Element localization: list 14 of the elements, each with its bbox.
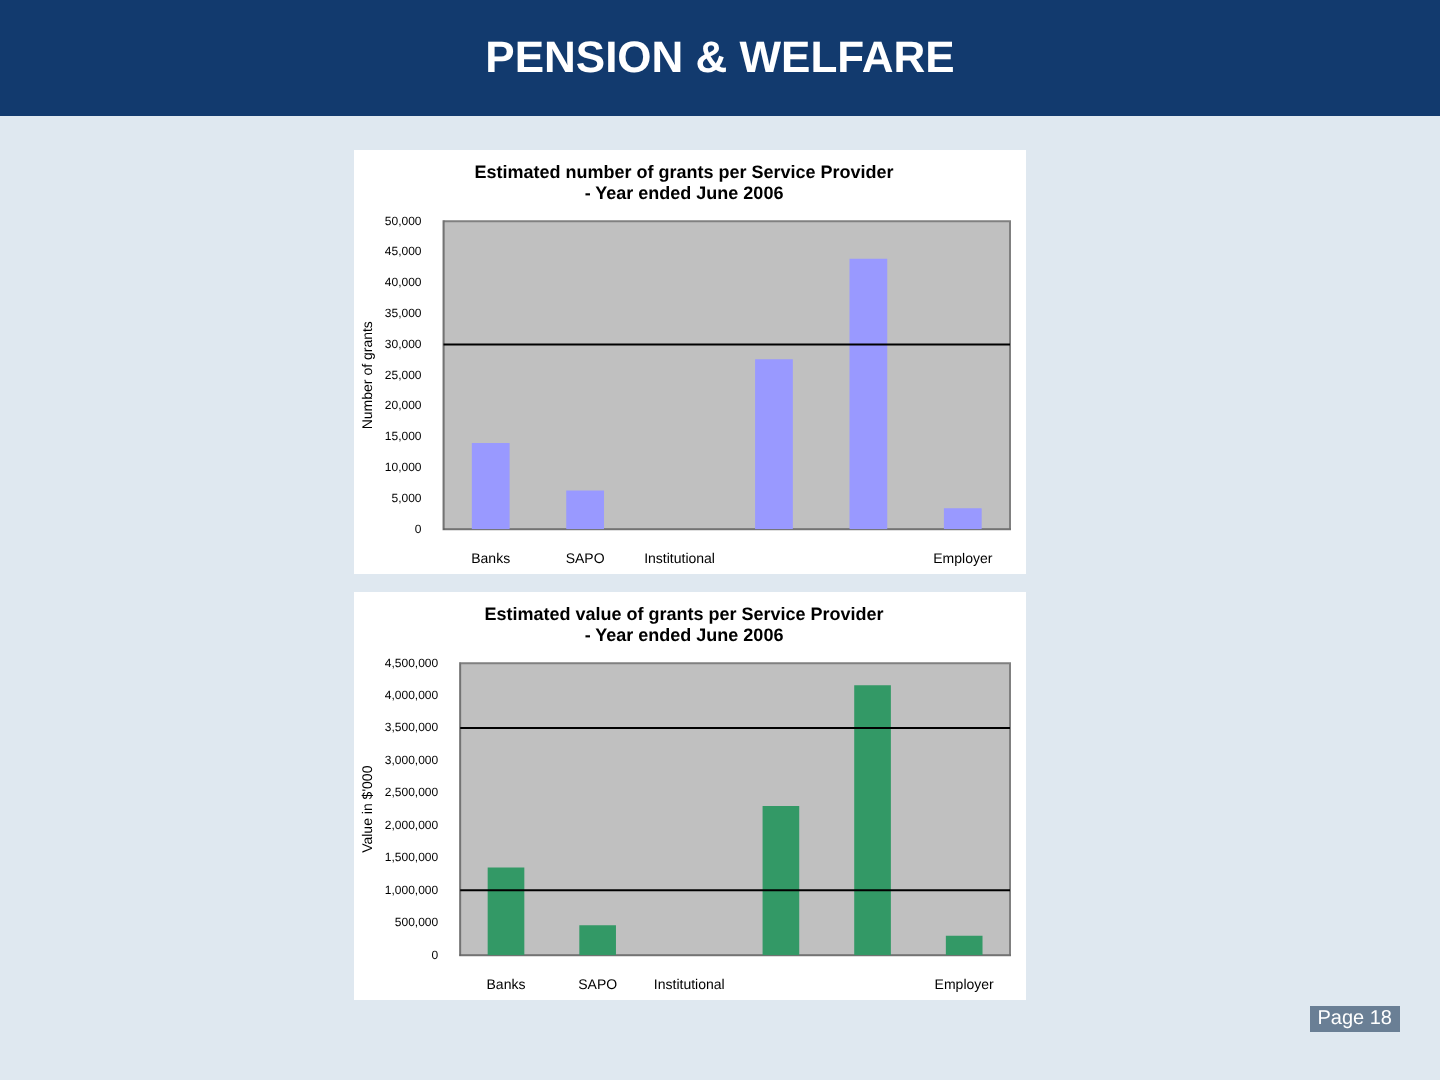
chart-title: Estimated number of grants per Service Provider - Year ended June 2006 [474,161,895,204]
bar [487,867,525,956]
text: PENSION & WELFARE [0,0,1440,116]
bar [854,685,891,956]
bar [566,490,605,530]
bar [945,935,983,956]
bar [471,442,510,530]
text: Page 18 [1309,1006,1400,1032]
bar [849,258,888,530]
bar [762,805,800,956]
bar [943,508,982,530]
bar [755,359,793,530]
bar [579,925,616,956]
chart-title: Estimated value of grants per Service Provider - Year ended June 2006 [484,603,885,646]
